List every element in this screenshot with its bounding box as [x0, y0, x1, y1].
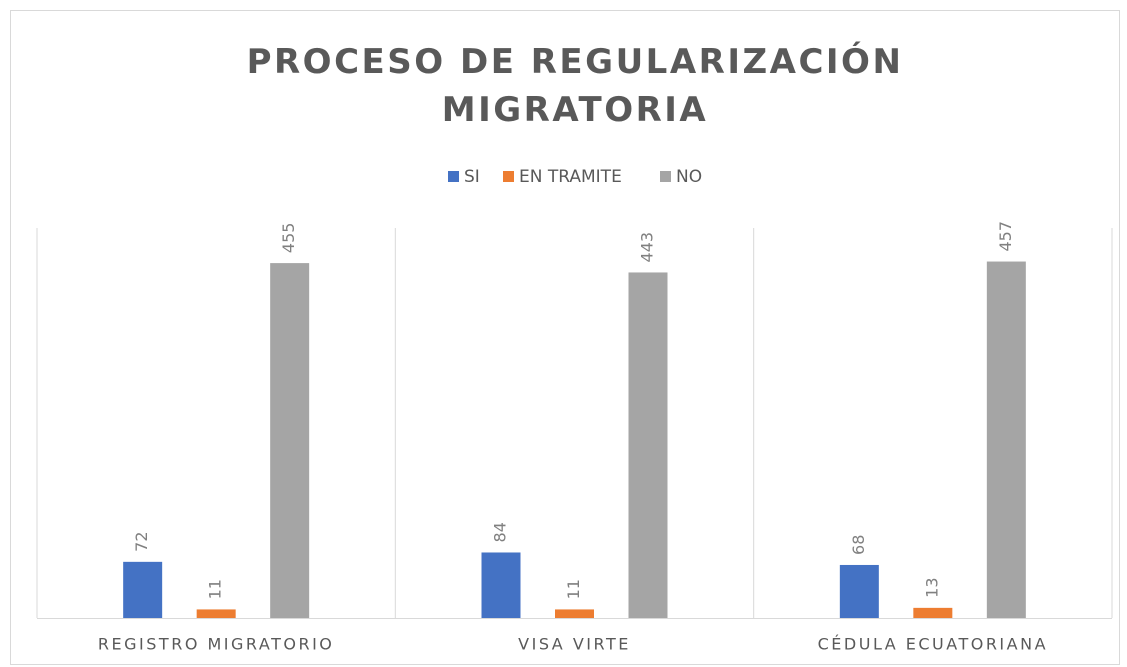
- data-label: 11: [564, 579, 583, 599]
- data-label: 13: [922, 578, 941, 598]
- data-label: 11: [206, 579, 225, 599]
- legend-swatch: [660, 171, 671, 182]
- bar: [196, 609, 236, 618]
- data-label: 72: [132, 531, 151, 551]
- bar: [123, 561, 163, 618]
- legend-label: EN TRAMITE: [519, 167, 622, 187]
- x-tick-label: REGISTRO MIGRATORIO: [98, 635, 334, 654]
- bar: [270, 263, 310, 618]
- legend-label: NO: [676, 167, 702, 187]
- bar: [481, 552, 521, 618]
- data-label: 455: [279, 223, 298, 254]
- legend-swatch: [503, 171, 514, 182]
- data-label: 457: [996, 221, 1015, 252]
- data-label: 443: [638, 232, 657, 263]
- data-label: 84: [491, 522, 510, 542]
- legend-swatch: [448, 171, 459, 182]
- data-label: 68: [849, 535, 868, 555]
- bar: [839, 564, 879, 618]
- bar: [986, 261, 1026, 618]
- legend-label: SI: [464, 167, 480, 187]
- chart-border: [10, 10, 1120, 665]
- bar: [555, 609, 594, 618]
- chart-title: PROCESO DE REGULARIZACIÓN MIGRATORIA: [246, 42, 904, 130]
- x-tick-label: CÉDULA ECUATORIANA: [818, 635, 1048, 654]
- bar: [913, 607, 953, 618]
- x-tick-label: VISA VIRTE: [518, 635, 631, 654]
- bar: [628, 272, 668, 618]
